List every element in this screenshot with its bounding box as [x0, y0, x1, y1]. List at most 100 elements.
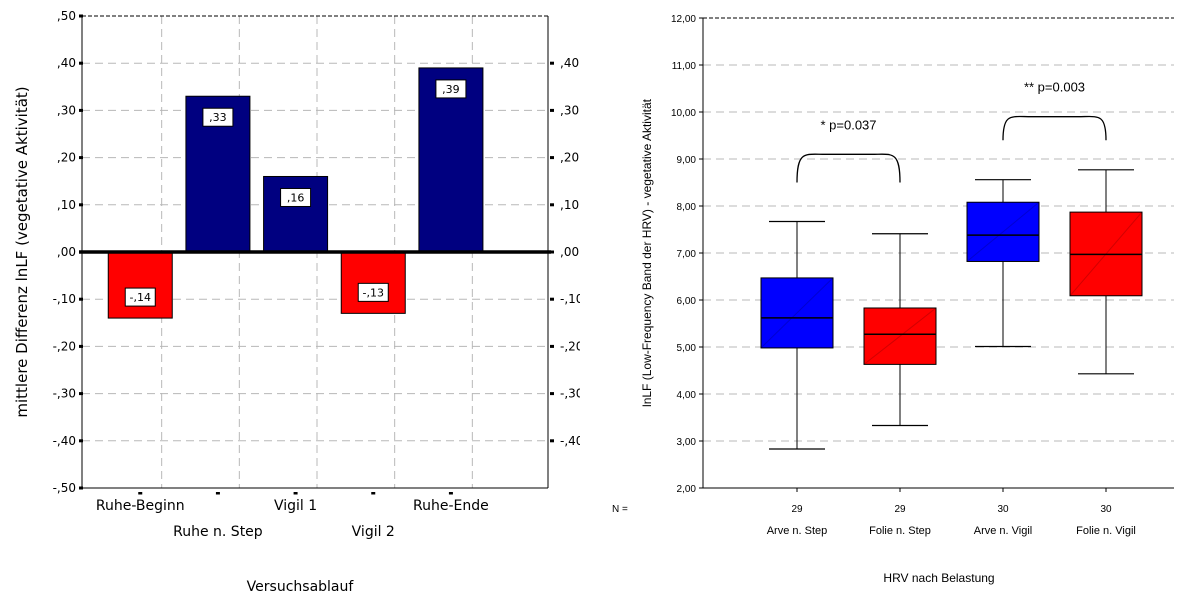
y-tick-label: 11,00 — [672, 61, 697, 72]
bar-chart: ,50 ,40 ,30 ,20 ,10 ,00 -,10 -,20 -,30 -,40 -,50 ,4… — [13, 9, 580, 595]
bar — [340, 251, 406, 314]
y-tick-mark — [79, 297, 83, 301]
y-tick-label: ,10 — [57, 198, 76, 212]
box-diagonal — [966, 201, 1040, 262]
y-tick-label: 12,00 — [671, 14, 696, 25]
n-value: 29 — [791, 504, 803, 515]
bar — [263, 175, 329, 253]
y-tick-label: ,40 — [57, 56, 76, 70]
x-tick-mark — [371, 492, 376, 495]
y-tick-label: 5,00 — [677, 343, 697, 354]
category-label: Arve n. Vigil — [974, 525, 1033, 537]
significance-bracket — [1002, 115, 1107, 141]
y-tick-mark — [79, 392, 83, 396]
y-tick-label-right: -,10 — [560, 292, 580, 306]
category-label: Ruhe n. Step — [173, 524, 263, 540]
bar — [418, 67, 484, 253]
n-value: 30 — [1100, 504, 1112, 515]
y-tick-label-right: ,10 — [560, 198, 579, 212]
y-tick-mark — [79, 14, 83, 18]
y-tick-label-right: ,30 — [560, 103, 579, 117]
box-diagonal — [863, 307, 937, 365]
x-tick-mark — [448, 492, 453, 495]
category-label: Vigil 2 — [352, 524, 395, 540]
y-tick-label-right: ,40 — [560, 56, 579, 70]
y-tick-mark — [79, 203, 83, 207]
category-label: Arve n. Step — [767, 525, 828, 537]
y-axis-title: mittlere Differenz lnLF (vegetative Akti… — [13, 86, 31, 417]
y-axis-title: lnLF (Low-Frequency Band der HRV) - vege… — [640, 98, 654, 407]
box-plot-chart: 2,00 3,00 4,00 5,00 6,00 7,00 8,00 9,00 10,00 11,… — [612, 14, 1174, 585]
data-label-box — [435, 79, 467, 99]
n-value: 29 — [894, 504, 906, 515]
x-tick-mark — [138, 492, 143, 495]
box — [966, 201, 1040, 262]
y-tick-mark — [79, 156, 83, 160]
x-axis-title: HRV nach Belastung — [883, 571, 994, 585]
box-diagonal — [760, 277, 834, 349]
y-tick-label: 10,00 — [671, 108, 696, 119]
y-tick-label-right: ,00 — [560, 245, 579, 259]
y-tick-label: -,50 — [53, 481, 76, 495]
data-label: -,13 — [363, 286, 384, 299]
y-tick-label-right: -,30 — [560, 387, 580, 401]
y-tick-label: -,30 — [53, 387, 76, 401]
n-value: 30 — [997, 504, 1009, 515]
y-tick-mark — [79, 439, 83, 443]
significance-bracket — [796, 153, 901, 183]
y-tick-label: 3,00 — [677, 437, 697, 448]
data-label-box — [124, 287, 156, 307]
y-tick-mark-right — [550, 250, 554, 254]
y-tick-label-right: ,20 — [560, 151, 579, 165]
data-label-box — [357, 282, 389, 302]
y-tick-mark-right — [550, 108, 554, 112]
y-tick-label: -,20 — [53, 339, 76, 353]
y-tick-mark — [79, 61, 83, 65]
category-label: Folie n. Vigil — [1076, 525, 1136, 537]
data-label-box — [280, 187, 312, 207]
data-label: ,16 — [287, 191, 305, 204]
y-tick-label-right: -,40 — [560, 434, 580, 448]
category-label: Ruhe-Ende — [413, 498, 489, 514]
data-label-box — [202, 107, 234, 127]
y-tick-label: -,10 — [53, 292, 76, 306]
y-tick-label: 2,00 — [677, 484, 697, 495]
y-tick-label: 4,00 — [677, 390, 697, 401]
x-axis-title: Versuchsablauf — [247, 579, 355, 595]
y-tick-mark — [79, 108, 83, 112]
y-tick-mark-right — [550, 344, 554, 348]
y-tick-label: ,20 — [57, 151, 76, 165]
data-label: ,39 — [442, 83, 460, 96]
y-tick-mark-right — [550, 61, 554, 65]
bar — [107, 251, 173, 319]
category-label: Folie n. Step — [869, 525, 931, 537]
y-tick-mark — [79, 344, 83, 348]
box — [760, 277, 834, 349]
y-tick-label: ,50 — [57, 9, 76, 23]
significance-label: * p=0.037 — [820, 117, 876, 132]
y-tick-mark-right — [550, 203, 554, 207]
category-label: Ruhe-Beginn — [96, 498, 185, 514]
x-tick-mark — [215, 492, 220, 495]
y-tick-label: ,30 — [57, 103, 76, 117]
y-tick-mark-right — [550, 156, 554, 160]
y-tick-label: ,00 — [57, 245, 76, 259]
y-tick-label: 8,00 — [677, 202, 697, 213]
data-label: ,33 — [209, 111, 227, 124]
significance-label: ** p=0.003 — [1024, 80, 1085, 95]
y-tick-label: 6,00 — [677, 296, 697, 307]
category-label: Vigil 1 — [274, 498, 317, 514]
y-tick-label: 9,00 — [677, 155, 697, 166]
data-label: -,14 — [130, 291, 151, 304]
y-tick-mark-right — [550, 297, 554, 301]
y-tick-label: -,40 — [53, 434, 76, 448]
y-tick-mark — [79, 486, 83, 490]
y-tick-mark-right — [550, 392, 554, 396]
y-tick-label-right: -,20 — [560, 339, 580, 353]
n-label: N = — [612, 504, 628, 515]
x-tick-mark — [293, 492, 298, 495]
y-tick-label: 7,00 — [677, 249, 697, 260]
y-tick-mark-right — [550, 439, 554, 443]
box — [863, 307, 937, 365]
